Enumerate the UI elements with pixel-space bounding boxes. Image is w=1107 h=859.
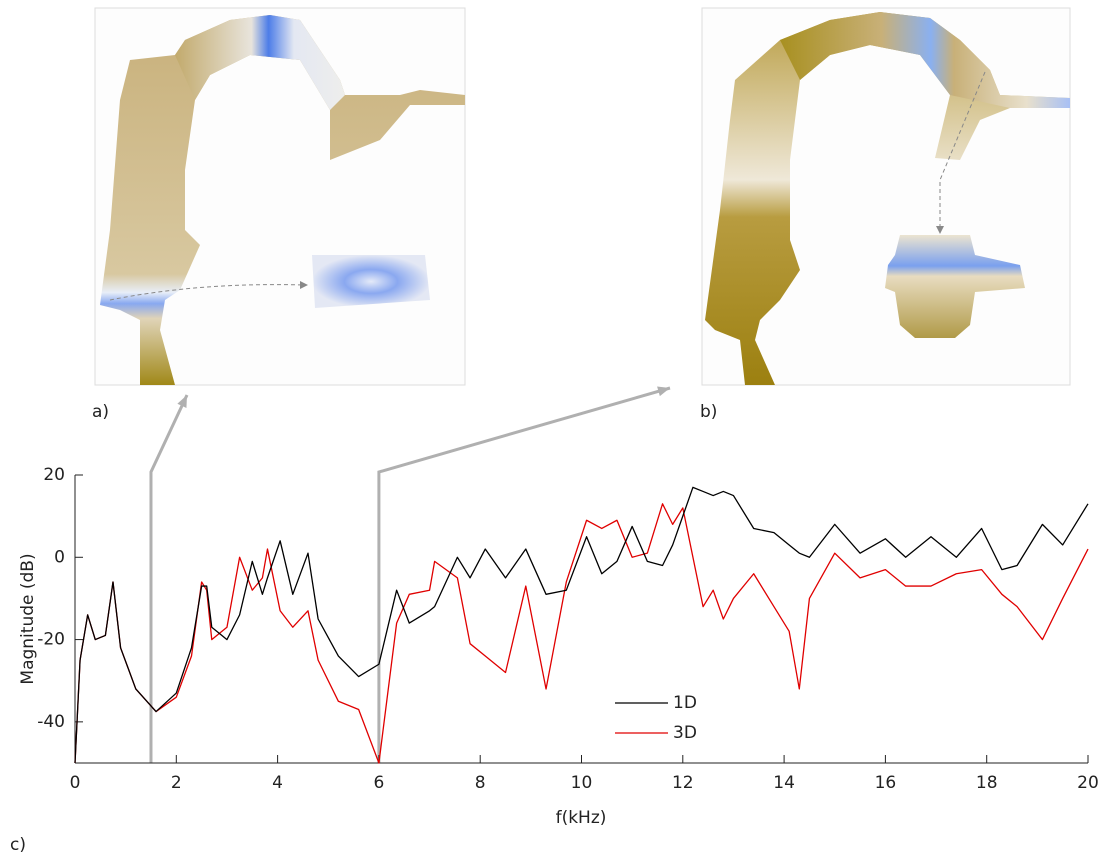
figure: a) b) c) f(kHz) Magnitude (dB) 0 2 4 6 8 10 12… bbox=[0, 0, 1107, 859]
panel-b bbox=[702, 8, 1070, 385]
legend-label: 1D bbox=[673, 693, 697, 713]
data-line bbox=[75, 504, 1088, 763]
legend-label: 3D bbox=[673, 723, 697, 743]
x-tick-label: 2 bbox=[171, 773, 182, 793]
y-tick-label: 20 bbox=[43, 465, 65, 485]
x-tick-label: 4 bbox=[272, 773, 283, 793]
x-tick-label: 8 bbox=[475, 773, 486, 793]
x-tick-label: 18 bbox=[976, 773, 998, 793]
y-axis-label: Magnitude (dB) bbox=[18, 553, 38, 684]
y-tick-label: -20 bbox=[37, 630, 65, 650]
panel-label: a) bbox=[92, 402, 109, 422]
x-tick-label: 10 bbox=[571, 773, 593, 793]
highlight-connector bbox=[151, 395, 187, 763]
highlight-connector bbox=[379, 388, 670, 763]
x-tick-label: 12 bbox=[672, 773, 694, 793]
x-tick-label: 16 bbox=[875, 773, 897, 793]
y-tick-label: -40 bbox=[37, 712, 65, 732]
y-tick-label: 0 bbox=[54, 547, 65, 567]
panel-label: b) bbox=[700, 402, 717, 422]
x-tick-label: 20 bbox=[1077, 773, 1099, 793]
x-tick-label: 0 bbox=[70, 773, 81, 793]
x-tick-label: 14 bbox=[773, 773, 795, 793]
panel-label: c) bbox=[10, 835, 26, 855]
x-axis-label: f(kHz) bbox=[556, 808, 607, 828]
x-tick-label: 6 bbox=[373, 773, 384, 793]
arrow-head bbox=[657, 387, 670, 397]
panel-a bbox=[95, 8, 465, 385]
